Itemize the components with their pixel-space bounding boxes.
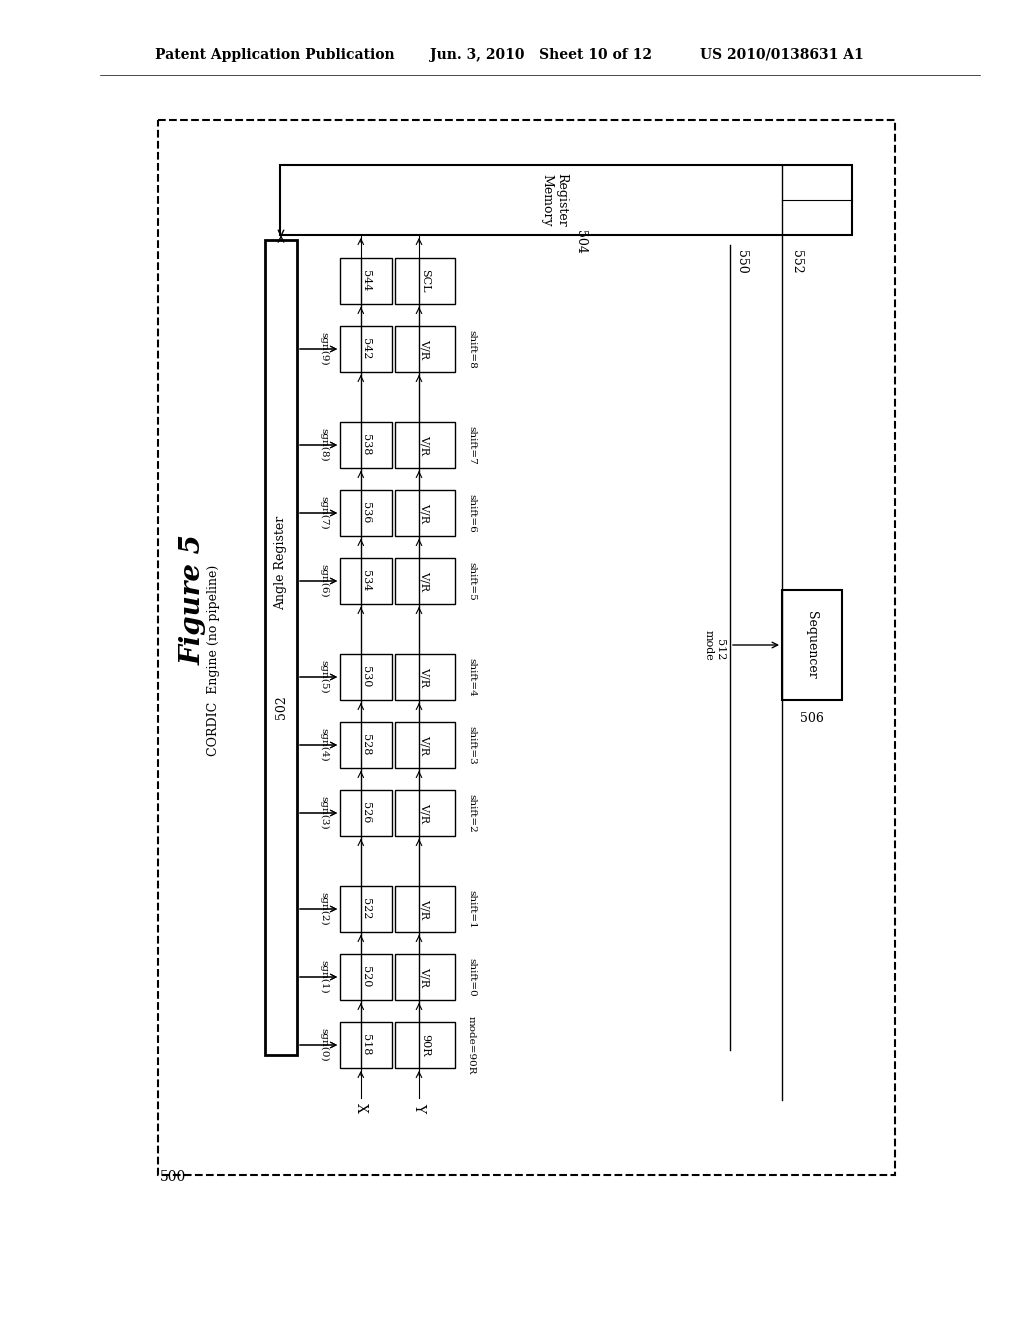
Bar <box>340 422 392 469</box>
Text: mode=90R: mode=90R <box>467 1016 476 1074</box>
Bar <box>340 722 392 768</box>
Text: 538: 538 <box>361 434 371 455</box>
Bar <box>340 257 392 304</box>
Text: sgn(5): sgn(5) <box>318 660 328 694</box>
Text: CORDIC  Engine (no pipeline): CORDIC Engine (no pipeline) <box>207 565 219 755</box>
Bar <box>340 1022 392 1068</box>
Text: 502: 502 <box>274 696 288 719</box>
Bar <box>395 257 455 304</box>
Text: Patent Application Publication: Patent Application Publication <box>155 48 394 62</box>
Bar <box>395 653 455 700</box>
Text: sgn(7): sgn(7) <box>318 496 328 529</box>
Bar <box>395 954 455 1001</box>
Text: sgn(6): sgn(6) <box>318 564 328 598</box>
Text: shift=8: shift=8 <box>467 330 476 368</box>
Text: 504: 504 <box>573 230 587 253</box>
Text: sgn(2): sgn(2) <box>318 892 328 925</box>
Text: V/R: V/R <box>420 667 430 686</box>
Bar <box>395 490 455 536</box>
Bar <box>158 120 895 1175</box>
Bar <box>340 886 392 932</box>
Text: SCL: SCL <box>420 269 430 293</box>
Text: V/R: V/R <box>420 803 430 822</box>
Text: Register
Memory: Register Memory <box>540 173 568 227</box>
Text: shift=1: shift=1 <box>467 890 476 928</box>
Text: Y: Y <box>412 1104 426 1113</box>
Text: V/R: V/R <box>420 735 430 755</box>
Text: Sequencer: Sequencer <box>806 611 818 678</box>
Text: sgn(4): sgn(4) <box>318 729 328 762</box>
Text: shift=0: shift=0 <box>467 957 476 997</box>
Bar <box>395 422 455 469</box>
Text: V/R: V/R <box>420 899 430 919</box>
Text: 536: 536 <box>361 503 371 524</box>
Bar <box>395 789 455 836</box>
Text: 90R: 90R <box>420 1034 430 1056</box>
Text: 528: 528 <box>361 734 371 755</box>
Text: 530: 530 <box>361 667 371 688</box>
Bar <box>395 1022 455 1068</box>
Text: 534: 534 <box>361 570 371 591</box>
Text: Jun. 3, 2010   Sheet 10 of 12: Jun. 3, 2010 Sheet 10 of 12 <box>430 48 652 62</box>
Text: 542: 542 <box>361 338 371 359</box>
Bar <box>340 789 392 836</box>
Text: shift=3: shift=3 <box>467 726 476 764</box>
Bar <box>782 590 842 700</box>
Text: 518: 518 <box>361 1035 371 1056</box>
Text: shift=4: shift=4 <box>467 657 476 697</box>
Text: sgn(0): sgn(0) <box>318 1028 328 1061</box>
Text: V/R: V/R <box>420 339 430 359</box>
Text: 506: 506 <box>800 711 824 725</box>
Text: 520: 520 <box>361 966 371 987</box>
Text: V/R: V/R <box>420 503 430 523</box>
Text: 550: 550 <box>735 249 748 273</box>
Bar <box>340 558 392 605</box>
Text: 526: 526 <box>361 803 371 824</box>
Bar <box>395 722 455 768</box>
Text: 512
mode: 512 mode <box>703 630 725 660</box>
Text: sgn(8): sgn(8) <box>318 428 328 462</box>
Text: sgn(1): sgn(1) <box>318 960 328 994</box>
Text: 544: 544 <box>361 271 371 292</box>
Text: shift=5: shift=5 <box>467 561 476 601</box>
Text: US 2010/0138631 A1: US 2010/0138631 A1 <box>700 48 864 62</box>
Bar <box>395 558 455 605</box>
Text: 552: 552 <box>790 249 803 273</box>
Text: sgn(9): sgn(9) <box>318 333 328 366</box>
Text: shift=2: shift=2 <box>467 793 476 833</box>
Bar <box>340 326 392 372</box>
Bar <box>395 886 455 932</box>
Text: 500: 500 <box>160 1170 186 1184</box>
Text: V/R: V/R <box>420 572 430 591</box>
Bar <box>340 954 392 1001</box>
Bar <box>280 165 852 235</box>
Bar <box>340 490 392 536</box>
Bar <box>395 326 455 372</box>
Text: sgn(3): sgn(3) <box>318 796 328 830</box>
Text: Figure 5: Figure 5 <box>179 535 207 665</box>
Text: shift=7: shift=7 <box>467 425 476 465</box>
Text: V/R: V/R <box>420 968 430 987</box>
Text: shift=6: shift=6 <box>467 494 476 532</box>
Text: 522: 522 <box>361 899 371 920</box>
Text: V/R: V/R <box>420 436 430 455</box>
Text: Angle Register: Angle Register <box>274 515 288 610</box>
Bar <box>265 240 297 1055</box>
Text: X: X <box>354 1104 368 1113</box>
Bar <box>340 653 392 700</box>
